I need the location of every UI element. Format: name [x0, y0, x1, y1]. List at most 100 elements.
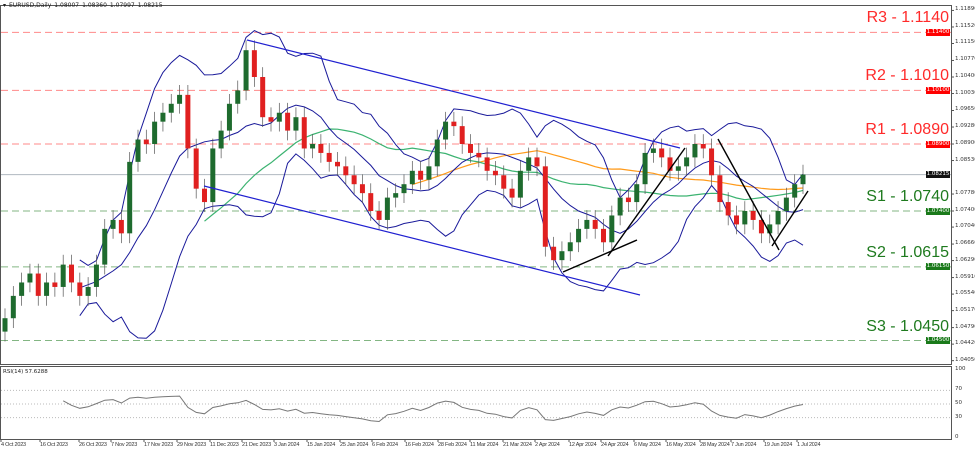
date-axis-label: 25 Jan 2024 [340, 442, 369, 448]
candle-bearish [118, 219, 124, 234]
price-axis-label: 1.07400 [955, 207, 975, 213]
candle-bearish [301, 117, 307, 149]
price-axis-label: 1.06660 [955, 240, 975, 247]
price-axis-label: 1.10030 [955, 89, 975, 96]
candle-bullish [168, 103, 174, 113]
candle-bullish [310, 144, 316, 149]
candle-bullish [243, 50, 249, 91]
candle-bullish [160, 112, 166, 122]
open-value: 1.08007 [54, 2, 80, 9]
candle-bearish [667, 157, 673, 171]
candle-bearish [318, 144, 324, 153]
candle-bearish [468, 144, 473, 153]
candle-bullish [152, 121, 158, 144]
date-axis-label: 2 Apr 2024 [535, 442, 560, 448]
date-axis-label: 17 Nov 2023 [144, 442, 173, 448]
date-axis-label: 1 Jul 2024 [797, 442, 821, 448]
candle-bullish [684, 157, 690, 167]
candle-bearish [251, 50, 257, 77]
level-label: S1 - 1.0740 [866, 188, 949, 205]
price-axis-label: 1.04050 [955, 356, 975, 363]
price-axis-label: 1.05910 [955, 273, 975, 280]
candle-bearish [484, 157, 490, 171]
candle-bearish [709, 148, 715, 176]
date-axis-label: 19 Jun 2024 [764, 442, 793, 448]
candle-bullish [517, 170, 523, 198]
candle-bullish [642, 152, 648, 185]
candle-bearish [509, 188, 515, 198]
candle-bullish [293, 117, 299, 131]
candle-bullish [609, 215, 615, 243]
date-axis-label: 6 May 2024 [634, 442, 661, 448]
current-price-tag: 1.08215 [926, 171, 950, 179]
date-axis-label: 4 Oct 2023 [1, 442, 26, 448]
date-axis-label: 24 Apr 2024 [601, 442, 629, 448]
rsi-axis-label: 30 [955, 413, 962, 420]
collapse-triangle-icon[interactable]: ▾ [3, 2, 7, 9]
candle-bullish [85, 286, 91, 296]
price-axis-label: 1.10400 [955, 72, 975, 79]
candle-bullish [443, 121, 449, 140]
level-price-tag: 1.06150 [926, 263, 950, 271]
candle-bullish [226, 103, 232, 131]
price-axis-label: 1.08900 [955, 140, 975, 146]
date-axis-label: 11 Dec 2023 [210, 442, 239, 448]
candle-bullish [434, 139, 440, 167]
candle-bullish [60, 264, 66, 287]
level-label: S3 - 1.0450 [866, 317, 949, 335]
candle-bullish [276, 112, 282, 122]
candle-bullish [177, 94, 183, 104]
level-label: R2 - 1.1010 [865, 67, 949, 85]
candle-bearish [202, 188, 207, 203]
candle-bullish [800, 174, 806, 185]
price-axis-label: 1.11890 [955, 6, 975, 13]
symbol-label: EURUSD,Daily [9, 2, 52, 9]
date-axis-label: 7 Jun 2024 [731, 442, 757, 448]
candle-bearish [700, 144, 706, 149]
candle-bearish [35, 273, 41, 296]
candle-bullish [675, 166, 681, 171]
date-axis-label: 21 Dec 2023 [242, 442, 271, 448]
trendline [607, 147, 686, 257]
candle-bearish [268, 117, 274, 122]
candle-bearish [351, 175, 357, 185]
date-axis-label: 16 Feb 2024 [405, 442, 434, 448]
high-value: 1.08360 [82, 2, 107, 9]
candle-bearish [625, 197, 631, 203]
bollinger-lower [79, 153, 804, 339]
candle-bearish [52, 282, 58, 287]
candle-bullish [617, 197, 623, 216]
candle-bearish [451, 121, 457, 127]
candle-bearish [335, 161, 340, 167]
date-axis-label: 15 Jan 2024 [307, 442, 336, 448]
candle-bullish [135, 139, 141, 162]
candle-bearish [193, 148, 199, 189]
level-label: R3 - 1.1140 [866, 9, 949, 27]
bollinger-middle [79, 104, 804, 289]
date-axis-label: 3 Jan 2024 [274, 442, 300, 448]
date-axis-label: 26 Oct 2023 [79, 442, 107, 448]
candle-bearish [285, 112, 291, 131]
trendline [717, 138, 780, 251]
candle-bullish [742, 211, 748, 225]
low-value: 1.07997 [109, 2, 135, 9]
candle-bullish [526, 157, 532, 171]
channel-lower-line [203, 185, 641, 296]
candle-bearish [69, 264, 74, 283]
candle-bullish [559, 251, 565, 261]
candle-bullish [650, 148, 656, 153]
price-axis-label: 1.09650 [955, 106, 975, 113]
candle-bearish [758, 219, 764, 234]
candle-bearish [459, 126, 465, 144]
candle-bullish [384, 197, 390, 220]
candle-bullish [235, 90, 241, 104]
rsi-axis-label: 100 [955, 366, 966, 372]
date-axis-label: 11 Mar 2024 [470, 442, 499, 448]
candle-bearish [260, 76, 266, 118]
candle-bullish [218, 130, 224, 149]
candle-bullish [93, 264, 99, 287]
chart-header: ▾ EURUSD,Daily 1.08007 1.08360 1.07997 1.0821… [3, 2, 166, 9]
level-price-tag: 1.08900 [926, 140, 950, 148]
